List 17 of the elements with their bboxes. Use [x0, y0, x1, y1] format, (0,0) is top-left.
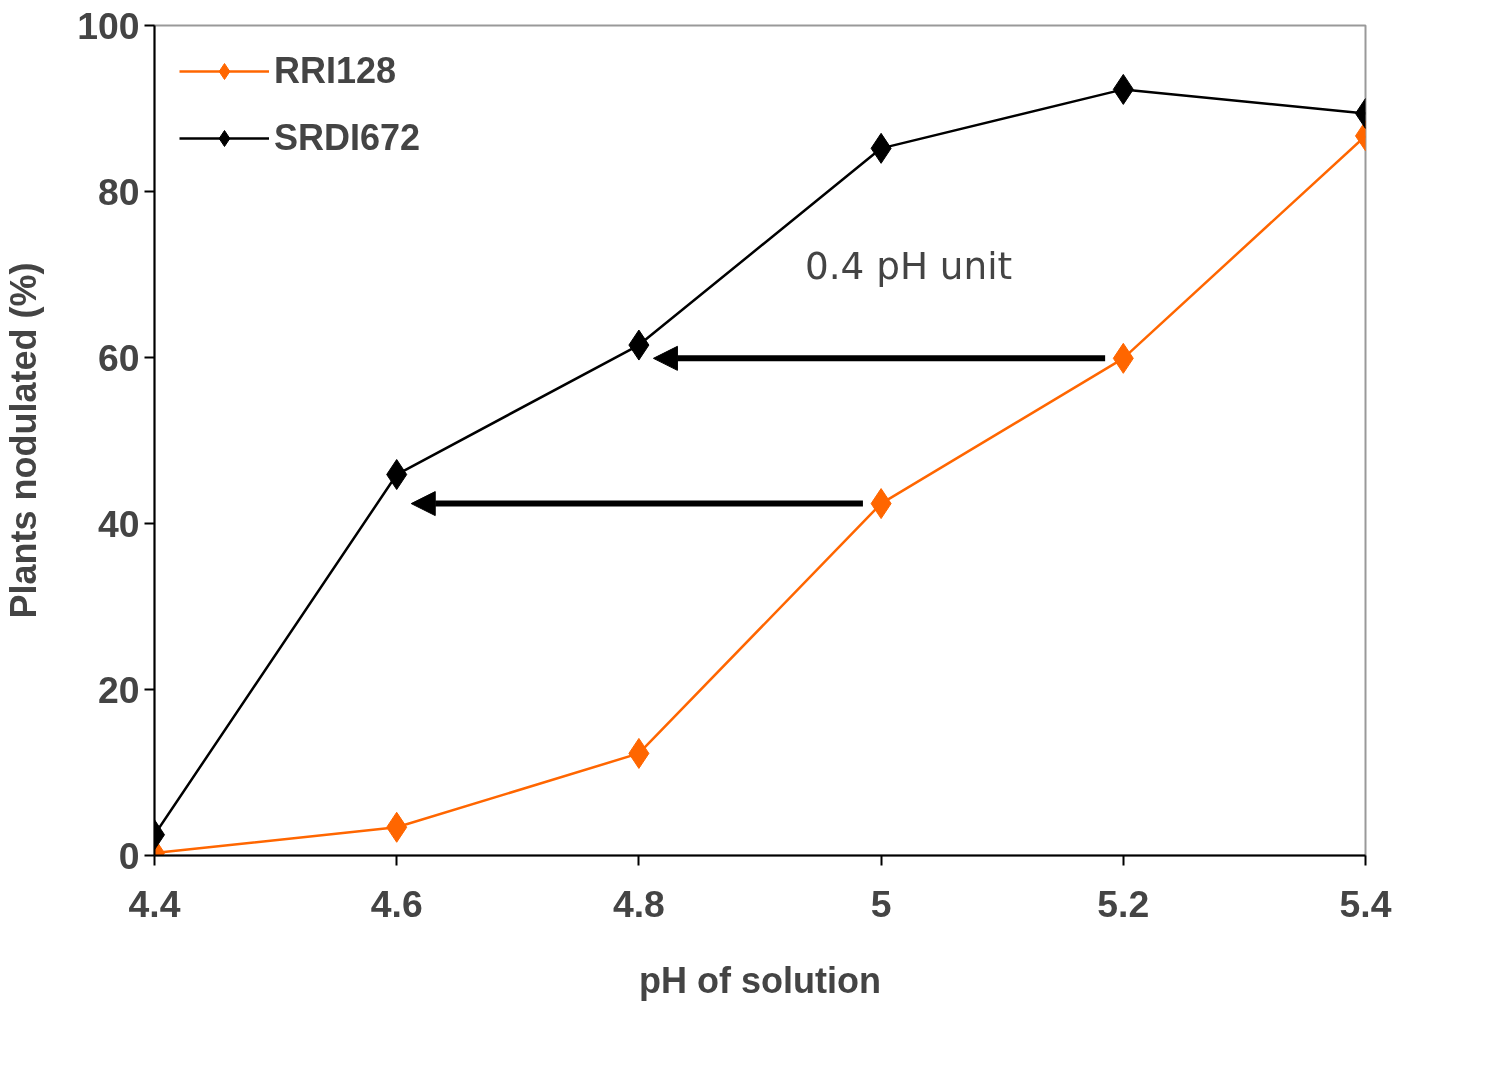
y-tick-label: 60 [97, 336, 140, 379]
legend-label: RRI128 [274, 50, 397, 92]
x-axis-title: pH of solution [639, 959, 881, 1001]
x-tick-label: 5.2 [1097, 882, 1150, 925]
y-axis-title: Plants nodulated (%) [3, 262, 45, 619]
y-tick-label: 40 [97, 502, 140, 545]
annotation: 0.4 pH unit [804, 243, 1013, 288]
y-tick-label: 100 [77, 4, 140, 47]
x-tick-label: 5 [870, 882, 892, 925]
y-tick-label: 20 [97, 668, 140, 711]
legend-label: SRDI672 [274, 117, 421, 159]
x-tick-label: 5.4 [1339, 882, 1392, 925]
x-tick-label: 4.8 [612, 882, 665, 925]
x-tick-label: 4.6 [370, 882, 423, 925]
y-tick-label: 80 [97, 170, 140, 213]
y-tick-label: 0 [118, 834, 140, 877]
x-tick-label: 4.4 [128, 882, 181, 925]
